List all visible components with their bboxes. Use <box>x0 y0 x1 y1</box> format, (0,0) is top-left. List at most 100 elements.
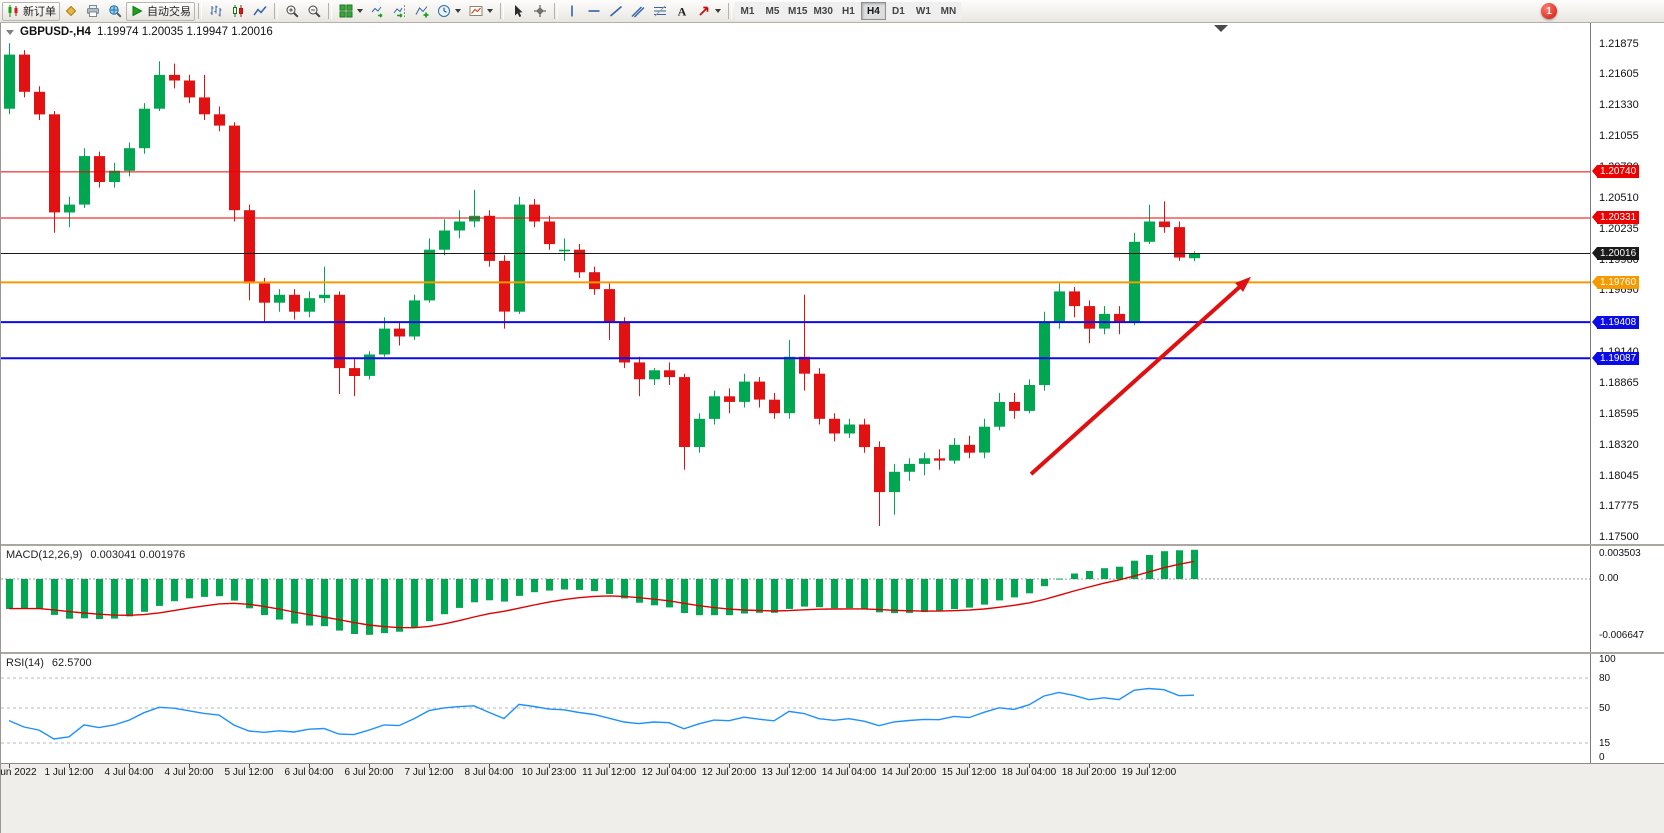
rsi-chart[interactable] <box>1 654 1590 763</box>
time-axis-label: 12 Jul 20:00 <box>701 767 757 778</box>
cursor-button[interactable] <box>507 2 529 21</box>
time-axis-tick <box>309 764 310 768</box>
time-axis-label: 12 Jul 04:00 <box>641 767 697 778</box>
toolbar-separator <box>198 3 202 19</box>
rsi-axis-label: 0 <box>1599 752 1605 763</box>
notification-badge[interactable]: 1 <box>1541 3 1557 19</box>
price-axis-label: 1.20235 <box>1599 222 1639 235</box>
new-order-button-label: 新订单 <box>23 6 56 18</box>
arrows-button[interactable] <box>693 2 725 21</box>
svg-text:A: A <box>678 5 687 19</box>
new-order-button[interactable]: 新订单 <box>2 1 60 21</box>
timeframe-m15-button[interactable]: M15 <box>785 2 811 20</box>
time-axis-tick <box>369 764 370 768</box>
bar-chart-button[interactable] <box>205 2 227 21</box>
time-axis-tick <box>129 764 130 768</box>
price-axis-label: 1.18865 <box>1599 377 1639 390</box>
print-icon <box>86 4 100 18</box>
time-axis-tick <box>9 764 10 768</box>
time-axis-label: 14 Jul 20:00 <box>881 767 937 778</box>
text-button[interactable]: A <box>671 2 693 21</box>
time-axis-label: 30 Jun 2022 <box>0 767 37 778</box>
time-axis-label: 7 Jul 12:00 <box>404 767 454 778</box>
indicators-button[interactable] <box>411 2 433 21</box>
chart-shift-marker[interactable] <box>1214 25 1228 32</box>
metaeditor-button[interactable] <box>60 2 82 21</box>
timeframe-h4-button[interactable]: H4 <box>860 2 886 20</box>
timeframe-d1-button[interactable]: D1 <box>885 2 911 20</box>
time-axis-tick <box>789 764 790 768</box>
time-axis-tick <box>69 764 70 768</box>
hline-icon <box>587 4 601 18</box>
price-axis-label: 1.17775 <box>1599 500 1639 513</box>
rsi-panel: 100 80 50 15 0 RSI(14) 62.5700 <box>1 654 1664 763</box>
search-button[interactable] <box>104 2 126 21</box>
periods-button[interactable] <box>433 2 465 21</box>
timeframe-m5-button[interactable]: M5 <box>760 2 785 20</box>
line-chart-button[interactable] <box>249 2 271 21</box>
search-icon <box>108 4 122 18</box>
zoom-out-icon <box>307 4 321 18</box>
fibo-icon <box>653 4 667 18</box>
price-axis-label: 1.21055 <box>1599 130 1639 143</box>
panel-splitter[interactable] <box>1 544 1664 546</box>
chartshift-icon <box>393 4 407 18</box>
time-axis-label: 5 Jul 12:00 <box>224 767 274 778</box>
print-button[interactable] <box>82 2 104 21</box>
zoom-in-icon <box>285 4 299 18</box>
dropdown-caret-icon <box>487 9 493 13</box>
time-axis-label: 4 Jul 20:00 <box>164 767 214 778</box>
time-axis-tick <box>429 764 430 768</box>
timeframe-w1-button[interactable]: W1 <box>910 2 936 20</box>
time-axis-tick <box>249 764 250 768</box>
candles <box>4 43 1200 526</box>
time-axis-label: 19 Jul 12:00 <box>1121 767 1177 778</box>
zoom-out-button[interactable] <box>303 2 325 21</box>
templates-button[interactable] <box>465 2 497 21</box>
macd-panel: 0.003503 0.00 -0.006647 MACD(12,26,9) 0.00… <box>1 546 1664 652</box>
template-icon <box>469 4 483 18</box>
auto-trading-button[interactable]: 自动交易 <box>126 1 195 21</box>
crosshair-icon <box>533 4 547 18</box>
candlestick-chart[interactable] <box>1 23 1590 544</box>
channel-icon <box>631 4 645 18</box>
toolbar: 新订单 自动交易 A M1 M5 M15 M30 H1 H4 D1 W1 MN <box>0 0 1664 23</box>
time-axis-label: 18 Jul 20:00 <box>1061 767 1117 778</box>
price-line-badge: 1.20740 <box>1592 165 1640 179</box>
macd-axis[interactable]: 0.003503 0.00 -0.006647 <box>1590 546 1664 652</box>
trend-arrow[interactable] <box>1029 281 1245 476</box>
crosshair-button[interactable] <box>529 2 551 21</box>
timeframe-h1-button[interactable]: H1 <box>835 2 861 20</box>
time-axis-label: 8 Jul 04:00 <box>464 767 514 778</box>
main-chart-panel: 1.218751.216051.213301.210551.207801.205… <box>1 23 1664 544</box>
toolbar-separator <box>500 3 504 19</box>
trend-arrow-head[interactable] <box>1235 276 1251 292</box>
macd-chart[interactable] <box>1 546 1590 652</box>
timeframe-m30-button[interactable]: M30 <box>810 2 836 20</box>
price-axis-label: 1.21330 <box>1599 99 1639 112</box>
time-axis[interactable]: 30 Jun 2022 1 Jul 12:00 4 Jul 04:00 4 Jul 2… <box>0 763 1664 780</box>
candlestick-button[interactable] <box>227 2 249 21</box>
fibonacci-button[interactable] <box>649 2 671 21</box>
time-axis-tick <box>1029 764 1030 768</box>
rsi-axis[interactable]: 100 80 50 15 0 <box>1590 654 1664 763</box>
channel-button[interactable] <box>627 2 649 21</box>
macd-axis-label: 0.003503 <box>1599 548 1641 559</box>
time-axis-label: 4 Jul 04:00 <box>104 767 154 778</box>
chart-shift-button[interactable] <box>389 2 411 21</box>
macd-axis-label: -0.006647 <box>1599 629 1645 641</box>
zoom-in-button[interactable] <box>281 2 303 21</box>
auto-scroll-button[interactable] <box>367 2 389 21</box>
trendline-button[interactable] <box>605 2 627 21</box>
time-axis-tick <box>669 764 670 768</box>
vertical-line-button[interactable] <box>561 2 583 21</box>
new-chart-button[interactable] <box>335 2 367 21</box>
toolbar-separator <box>274 3 278 19</box>
chart-area: 1.218751.216051.213301.210551.207801.205… <box>0 23 1664 833</box>
macd-histogram <box>6 549 1198 635</box>
timeframe-m1-button[interactable]: M1 <box>735 2 760 20</box>
price-axis[interactable]: 1.218751.216051.213301.210551.207801.205… <box>1590 23 1664 544</box>
panel-splitter[interactable] <box>1 652 1664 654</box>
horizontal-line-button[interactable] <box>583 2 605 21</box>
timeframe-mn-button[interactable]: MN <box>935 2 961 20</box>
